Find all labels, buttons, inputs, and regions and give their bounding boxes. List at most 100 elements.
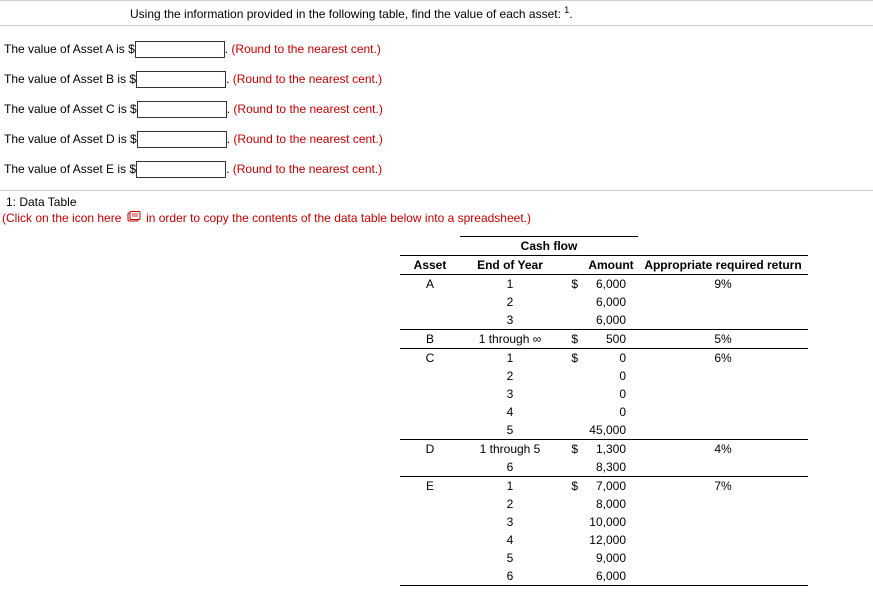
cell-currency [560, 531, 578, 549]
asset-value-input[interactable] [135, 41, 225, 58]
table-row: 30 [400, 385, 808, 403]
cell-eoy: 1 through ∞ [460, 330, 560, 349]
col-eoy-header: End of Year [460, 256, 560, 275]
table-row: C1$06% [400, 349, 808, 368]
asset-label: The value of Asset B is $ [4, 72, 136, 86]
cell-eoy: 1 through 5 [460, 440, 560, 459]
table-row: 28,000 [400, 495, 808, 513]
header-row-2: Asset End of Year Amount Appropriate req… [400, 256, 808, 275]
cell-asset [400, 311, 460, 330]
round-note: (Round to the nearest cent.) [233, 162, 382, 176]
cell-currency [560, 385, 578, 403]
asset-label: The value of Asset E is $ [4, 162, 136, 176]
cell-currency [560, 311, 578, 330]
asset-inputs-section: The value of Asset A is $. (Round to the… [0, 34, 873, 184]
cell-amount: 7,000 [578, 477, 638, 496]
cell-amount: 10,000 [578, 513, 638, 531]
cell-eoy: 2 [460, 495, 560, 513]
copy-instruction: (Click on the icon here in order to copy… [0, 211, 873, 236]
cell-return [638, 531, 808, 549]
cell-return [638, 385, 808, 403]
cell-return [638, 311, 808, 330]
table-row: 2 6,000 [400, 293, 808, 311]
table-row: 3 10,000 [400, 513, 808, 531]
cell-amount: 6,000 [578, 293, 638, 311]
cell-eoy: 2 [460, 293, 560, 311]
cell-asset: B [400, 330, 460, 349]
round-note: (Round to the nearest cent.) [231, 42, 380, 56]
table-row: 59,000 [400, 549, 808, 567]
cell-eoy: 3 [460, 385, 560, 403]
table-row: B1 through ∞$5005% [400, 330, 808, 349]
cell-eoy: 4 [460, 531, 560, 549]
cell-return [638, 421, 808, 440]
cell-eoy: 4 [460, 403, 560, 421]
cell-currency [560, 567, 578, 586]
table-row: 36,000 [400, 311, 808, 330]
asset-value-input[interactable] [136, 161, 226, 178]
cell-amount: 6,000 [578, 311, 638, 330]
data-table-title: 1: Data Table [0, 191, 873, 211]
col-return-header: Appropriate required return [638, 256, 808, 275]
col-amount-header: Amount [578, 256, 638, 275]
cell-currency: $ [560, 349, 578, 368]
cell-asset [400, 513, 460, 531]
data-table: Cash flow Asset End of Year Amount Appro… [400, 236, 808, 586]
table-row: 545,000 [400, 421, 808, 440]
cell-return: 6% [638, 349, 808, 368]
cell-currency [560, 367, 578, 385]
cell-amount: 45,000 [578, 421, 638, 440]
cell-eoy: 1 [460, 275, 560, 294]
cell-eoy: 3 [460, 513, 560, 531]
table-row: 66,000 [400, 567, 808, 586]
cell-asset [400, 567, 460, 586]
cell-currency [560, 403, 578, 421]
asset-input-row: The value of Asset D is $. (Round to the… [0, 124, 873, 154]
cell-amount: 12,000 [578, 531, 638, 549]
asset-label: The value of Asset C is $ [4, 102, 137, 116]
asset-value-input[interactable] [136, 71, 226, 88]
cell-amount: 0 [578, 367, 638, 385]
asset-label-post: . [226, 72, 233, 86]
cell-currency: $ [560, 330, 578, 349]
table-row: 40 [400, 403, 808, 421]
cell-asset: D [400, 440, 460, 459]
cell-asset [400, 495, 460, 513]
cell-asset [400, 403, 460, 421]
table-row: 4 12,000 [400, 531, 808, 549]
cell-currency [560, 421, 578, 440]
table-row: E1$7,0007% [400, 477, 808, 496]
cell-currency: $ [560, 477, 578, 496]
cell-return: 7% [638, 477, 808, 496]
round-note: (Round to the nearest cent.) [233, 132, 382, 146]
cell-eoy: 6 [460, 567, 560, 586]
cell-return [638, 567, 808, 586]
cell-return: 4% [638, 440, 808, 459]
asset-value-input[interactable] [137, 131, 227, 148]
table-row: 20 [400, 367, 808, 385]
cell-asset [400, 293, 460, 311]
col-asset-header: Asset [400, 256, 460, 275]
cell-asset [400, 385, 460, 403]
asset-input-row: The value of Asset A is $. (Round to the… [0, 34, 873, 64]
cell-amount: 500 [578, 330, 638, 349]
table-row: D1 through 5$1,3004% [400, 440, 808, 459]
instruction-bar: Using the information provided in the fo… [0, 0, 873, 26]
cell-eoy: 2 [460, 367, 560, 385]
cell-asset [400, 549, 460, 567]
cell-eoy: 6 [460, 458, 560, 477]
asset-value-input[interactable] [137, 101, 227, 118]
cell-return [638, 367, 808, 385]
cell-currency: $ [560, 275, 578, 294]
copy-icon[interactable] [127, 211, 141, 226]
cell-return [638, 293, 808, 311]
cashflow-header: Cash flow [460, 237, 638, 256]
cell-return [638, 549, 808, 567]
cell-return [638, 495, 808, 513]
cell-asset [400, 421, 460, 440]
cell-return [638, 458, 808, 477]
cell-return [638, 403, 808, 421]
cell-return: 5% [638, 330, 808, 349]
cell-currency [560, 293, 578, 311]
cell-amount: 0 [578, 385, 638, 403]
